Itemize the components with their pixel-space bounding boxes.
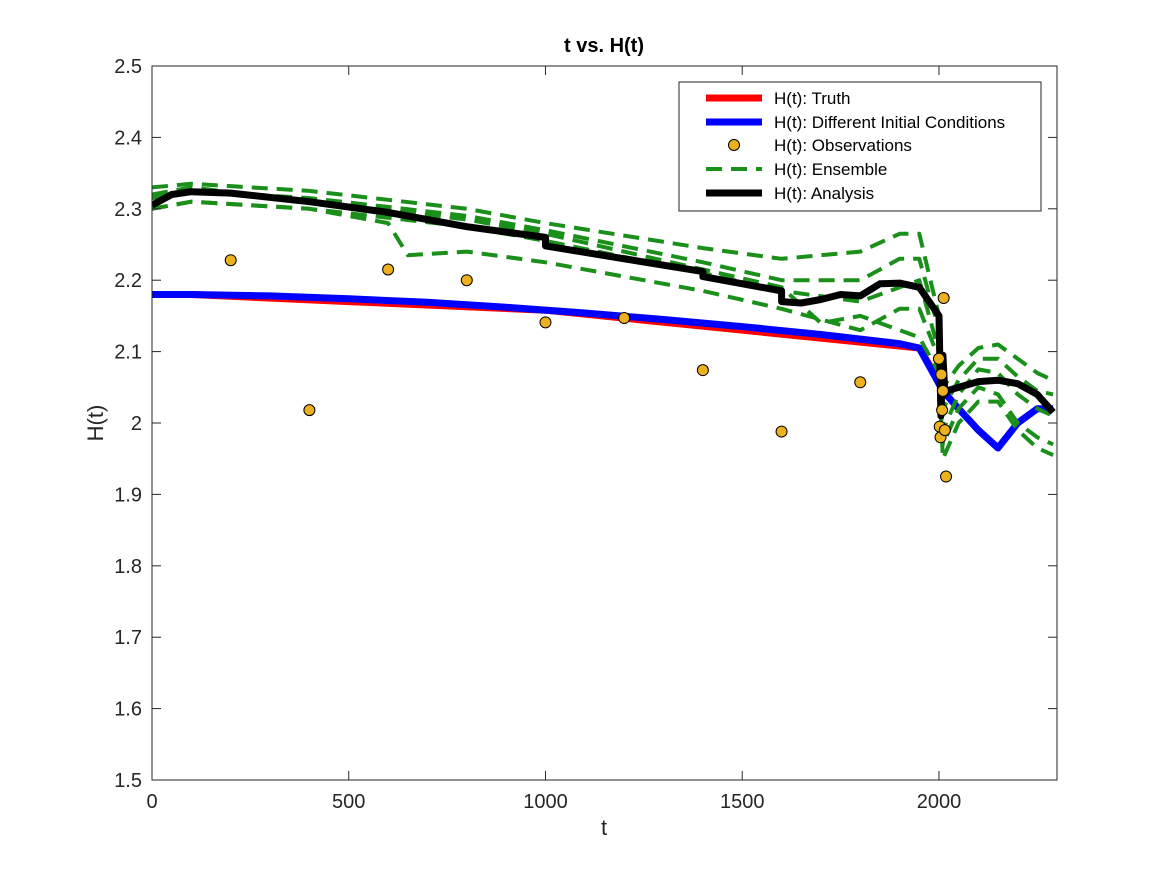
- observation-point: [932, 352, 945, 365]
- x-tick-label: 2000: [917, 791, 962, 813]
- series-analysis-line: [152, 188, 1056, 420]
- series-ensemble-line-1: [152, 181, 1054, 390]
- series-ensemble-line-2: [152, 188, 1054, 411]
- observation-point: [935, 368, 948, 381]
- x-tick-label: 500: [332, 791, 365, 813]
- observation-point: [936, 404, 949, 417]
- legend-label: H(t): Ensemble: [774, 160, 887, 179]
- legend-label: H(t): Observations: [774, 136, 912, 155]
- legend-label: H(t): Different Initial Conditions: [774, 113, 1005, 132]
- observation-point: [936, 384, 949, 397]
- y-tick-label: 1.7: [114, 627, 142, 649]
- observation-point: [618, 312, 631, 325]
- observation-point: [696, 364, 709, 377]
- legend-swatch-marker: [728, 139, 740, 151]
- y-tick-label: 2.2: [114, 270, 142, 292]
- y-tick-label: 2.5: [114, 56, 142, 78]
- legend: H(t): Truth H(t): Different Initial Condi…: [678, 81, 1042, 212]
- legend-label: H(t): Analysis: [774, 184, 874, 203]
- observation-point: [938, 424, 951, 437]
- x-axis-label: t: [601, 815, 607, 840]
- observation-point: [937, 292, 950, 305]
- y-tick-label: 2.1: [114, 342, 142, 364]
- data-layer: [152, 181, 1056, 483]
- x-tick-label: 0: [146, 791, 157, 813]
- x-tick-label: 1000: [523, 791, 568, 813]
- series-ensemble-line-5: [152, 185, 1054, 461]
- observation-point: [303, 404, 316, 417]
- y-tick-label: 1.6: [114, 699, 142, 721]
- legend-label: H(t): Truth: [774, 89, 851, 108]
- observation-point: [382, 263, 395, 276]
- observation-point: [854, 376, 867, 389]
- ticks-layer: 0 500 1000 1500 2000 1.5 1.6 1.7 1.8 1.9 2 2.1 2.2 2.…: [114, 56, 1057, 813]
- x-tick-label: 1500: [720, 791, 765, 813]
- series-different-ic-line: [152, 291, 1054, 452]
- y-tick-label: 1.8: [114, 556, 142, 578]
- observation-point: [224, 254, 237, 267]
- chart-title: t vs. H(t): [564, 35, 644, 57]
- observation-point: [539, 316, 552, 329]
- y-tick-label: 2.4: [114, 127, 142, 149]
- y-axis-label: H(t): [83, 405, 108, 442]
- observation-point: [460, 274, 473, 287]
- observation-point: [775, 425, 788, 438]
- y-tick-label: 1.5: [114, 770, 142, 792]
- y-tick-label: 2: [131, 413, 142, 435]
- observation-point: [940, 470, 953, 483]
- y-tick-label: 2.3: [114, 199, 142, 221]
- series-ensemble-line-4: [152, 199, 1054, 447]
- y-tick-label: 1.9: [114, 484, 142, 506]
